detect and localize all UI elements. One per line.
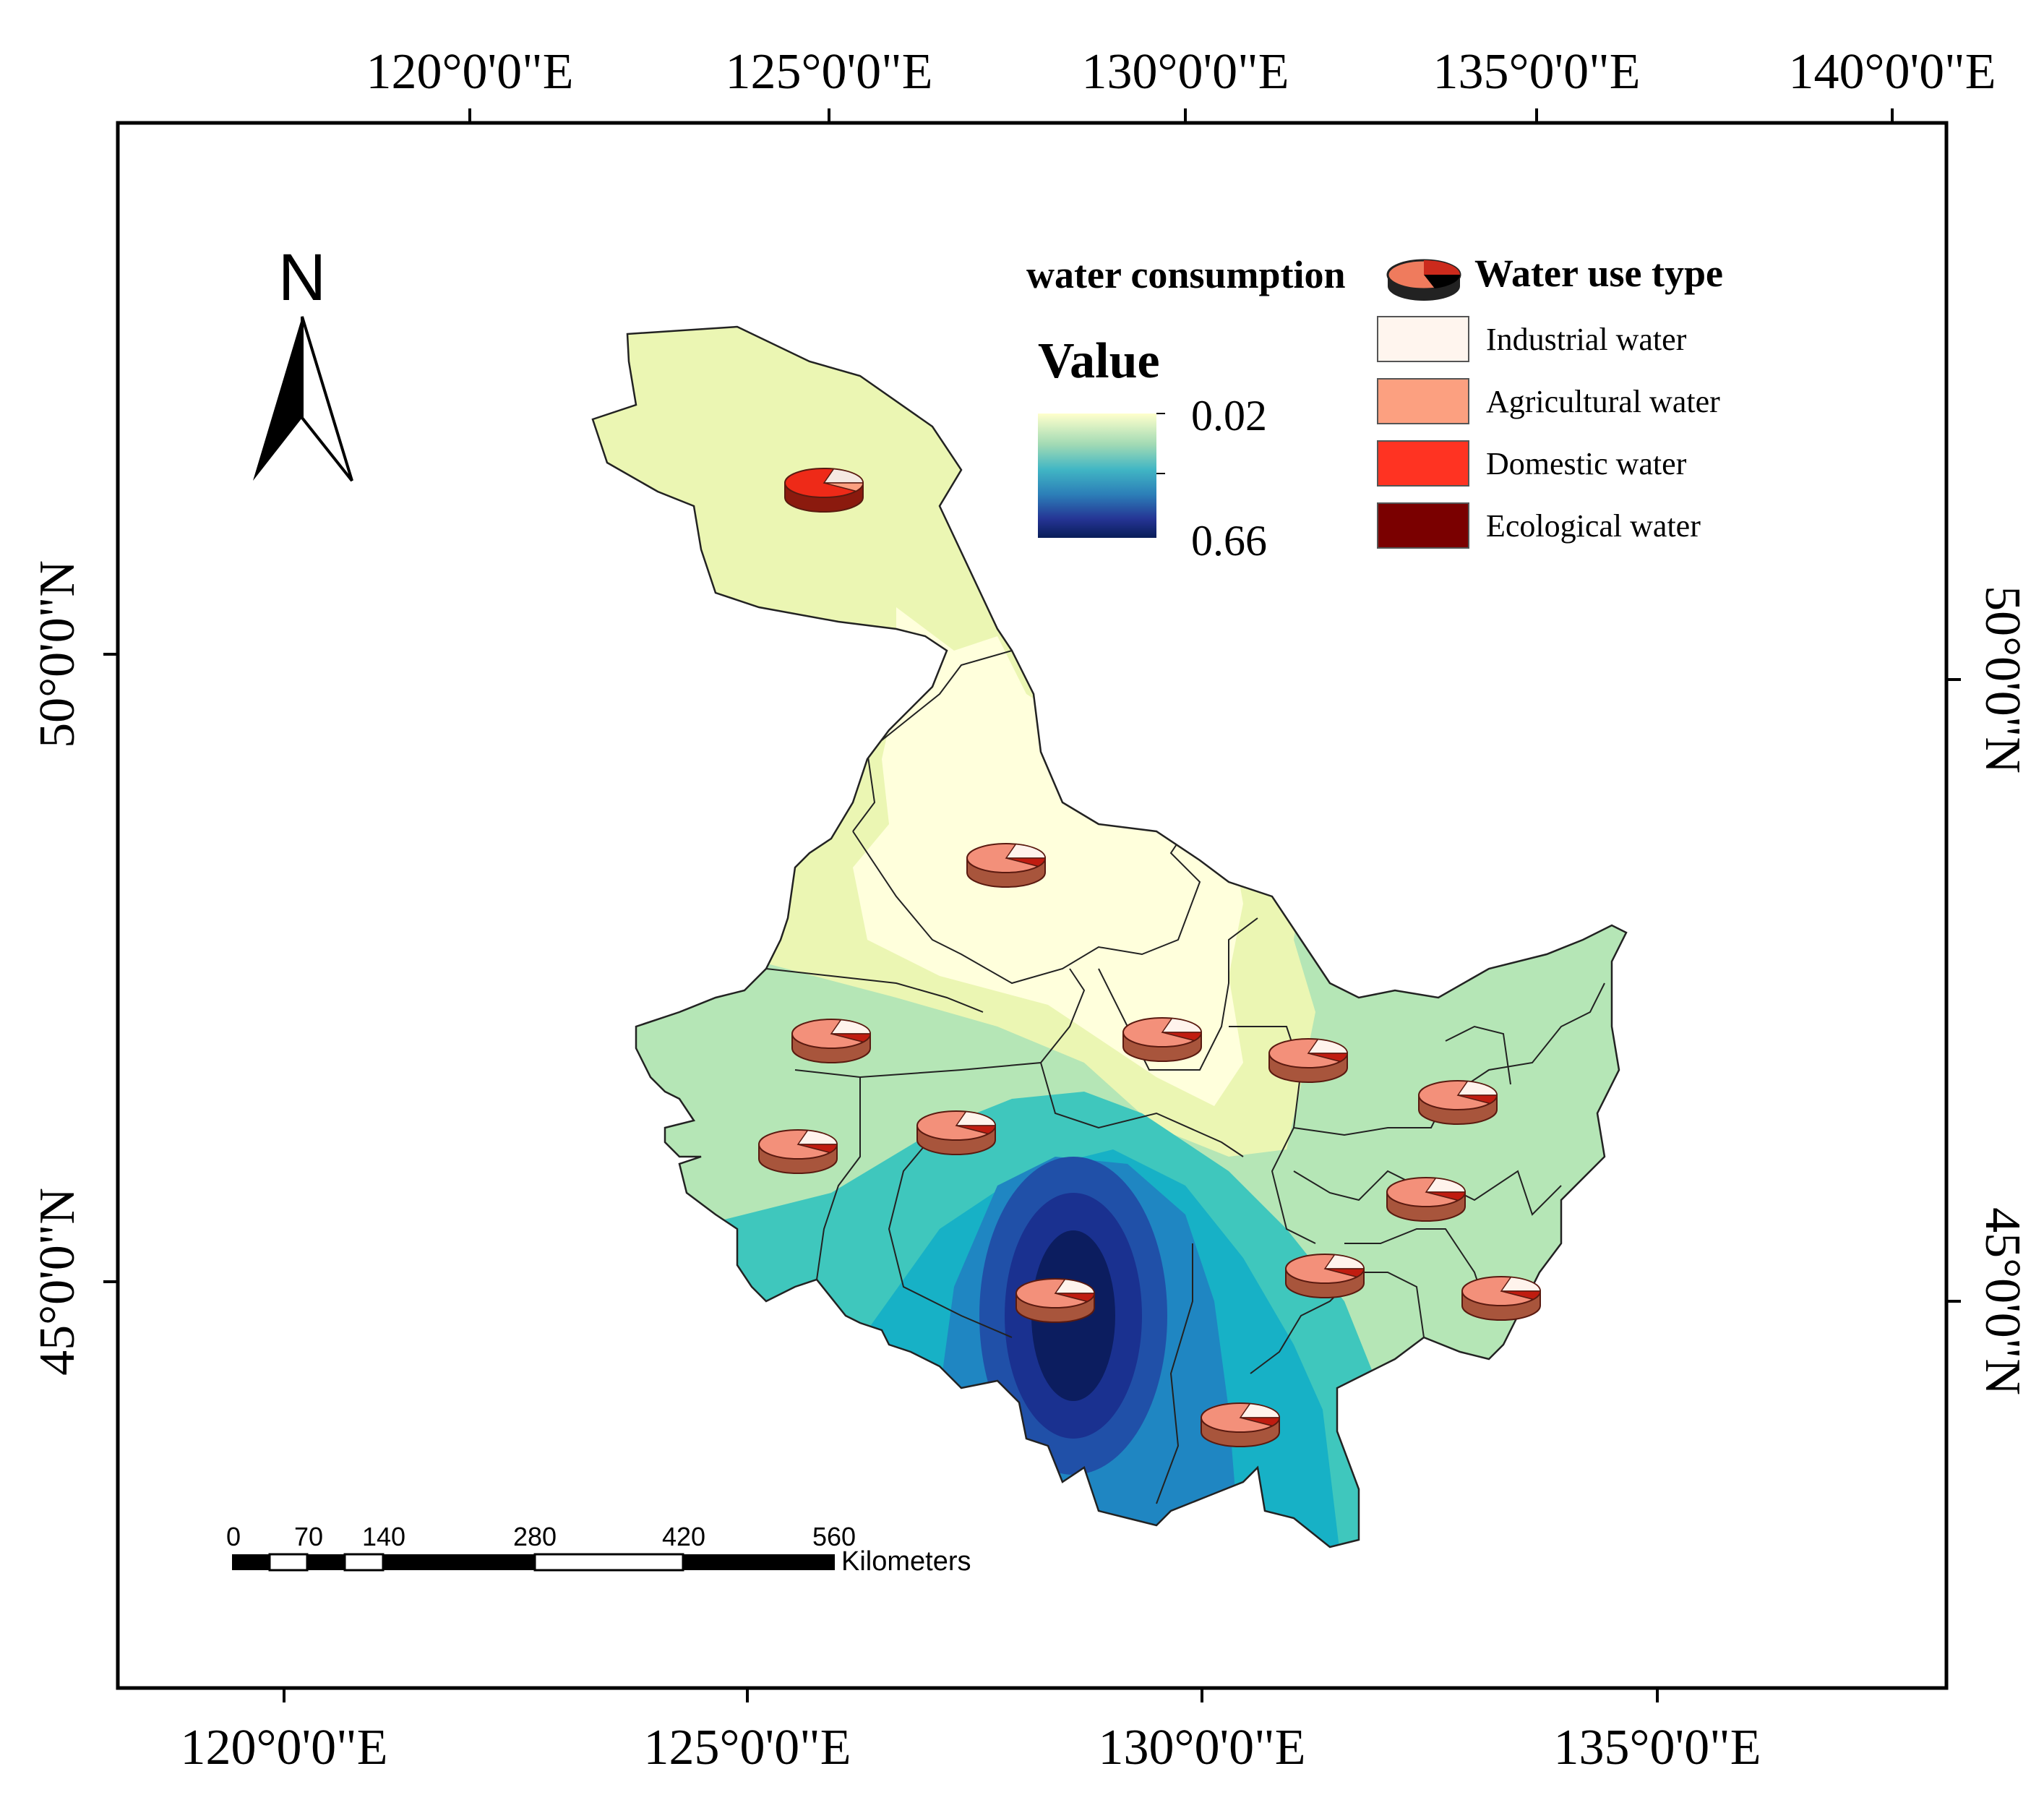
north-arrow-right-half	[301, 316, 353, 482]
scale-tick-560: 560	[812, 1522, 856, 1551]
bottom-label-125e: 125°0'0"E	[644, 1720, 851, 1775]
value-legend-high: 0.02	[1191, 392, 1267, 440]
water-type-legend: Water use type Industrial water Agricult…	[1377, 252, 1723, 549]
scale-unit: Kilometers	[841, 1546, 971, 1577]
top-label-140e: 140°0'0"E	[1789, 44, 1996, 100]
pie-marker	[791, 1019, 871, 1063]
top-label-125e: 125°0'0"E	[726, 44, 933, 100]
pie-marker	[1418, 1080, 1498, 1125]
legend-label-agricultural: Agricultural water	[1486, 384, 1720, 419]
top-label-130e: 130°0'0"E	[1082, 44, 1289, 100]
pie-marker	[1122, 1017, 1202, 1062]
right-label-45n: 45°0'0"N	[1975, 1207, 2030, 1395]
north-arrow-label: N	[278, 241, 326, 314]
left-coordinate-labels: 50°0'0"N 45°0'0"N	[30, 560, 85, 1376]
bottom-label-120e: 120°0'0"E	[181, 1720, 388, 1775]
scale-seg-5	[383, 1554, 535, 1570]
top-coordinate-labels: 120°0'0"E 125°0'0"E 130°0'0"E 135°0'0"E …	[366, 44, 1996, 100]
scale-seg-6	[533, 1553, 684, 1572]
pie-marker	[966, 843, 1046, 888]
pie-marker	[916, 1110, 996, 1155]
top-label-120e: 120°0'0"E	[366, 44, 574, 100]
scale-tick-140: 140	[362, 1522, 405, 1551]
pie-marker	[1461, 1276, 1541, 1321]
bottom-coordinate-labels: 120°0'0"E 125°0'0"E 130°0'0"E 135°0'0"E	[181, 1720, 1761, 1775]
pie-marker	[1015, 1278, 1095, 1323]
city-pie-markers	[758, 468, 1541, 1447]
pie-marker	[1201, 1402, 1280, 1447]
pie-marker	[1285, 1254, 1365, 1298]
north-arrow-left-half	[253, 317, 302, 481]
map-frame	[116, 121, 1949, 1690]
value-legend-title: Value	[1038, 333, 1160, 389]
scale-tick-420: 420	[662, 1522, 705, 1551]
water-type-legend-title: Water use type	[1474, 252, 1723, 295]
pie-marker	[758, 1129, 838, 1174]
right-label-50n: 50°0'0"N	[1975, 586, 2030, 774]
value-legend-low: 0.66	[1191, 517, 1267, 565]
zone-paleyellow	[853, 607, 1243, 1106]
scale-seg-3	[307, 1554, 345, 1570]
right-coordinate-labels: 50°0'0"N 45°0'0"N	[1975, 586, 2030, 1395]
legend-label-industrial: Industrial water	[1486, 322, 1687, 357]
scale-seg-2	[268, 1553, 309, 1572]
legend-swatch-domestic	[1377, 440, 1469, 487]
scale-bar: 0 70 140 280 420 560 Kilometers	[226, 1522, 971, 1577]
graticule-ticks	[103, 108, 1961, 1702]
consumption-legend-title: water consumption	[1026, 253, 1346, 296]
pie-marker	[784, 468, 864, 513]
consumption-legend: water consumption Value 0.02 0.66	[1026, 253, 1346, 565]
pie-marker	[1268, 1038, 1348, 1083]
bottom-label-130e: 130°0'0"E	[1099, 1720, 1306, 1775]
scale-tick-70: 70	[294, 1522, 323, 1551]
left-label-50n: 50°0'0"N	[30, 560, 85, 748]
value-gradient-bar	[1038, 414, 1156, 538]
scale-seg-1	[232, 1554, 270, 1570]
legend-swatch-industrial	[1377, 316, 1469, 362]
scale-tick-0: 0	[226, 1522, 241, 1551]
scale-seg-4	[343, 1553, 385, 1572]
scale-tick-280: 280	[513, 1522, 557, 1551]
legend-label-domestic: Domestic water	[1486, 446, 1687, 481]
legend-swatch-agricultural	[1377, 378, 1469, 424]
pie-marker	[1386, 1177, 1466, 1222]
legend-swatch-ecological	[1377, 502, 1469, 549]
legend-pie-icon	[1386, 259, 1461, 301]
scale-seg-7	[683, 1554, 835, 1570]
legend-label-ecological: Ecological water	[1486, 508, 1701, 544]
top-label-135e: 135°0'0"E	[1433, 44, 1641, 100]
bottom-label-135e: 135°0'0"E	[1554, 1720, 1761, 1775]
left-label-45n: 45°0'0"N	[30, 1188, 85, 1376]
north-arrow: N	[253, 241, 353, 482]
